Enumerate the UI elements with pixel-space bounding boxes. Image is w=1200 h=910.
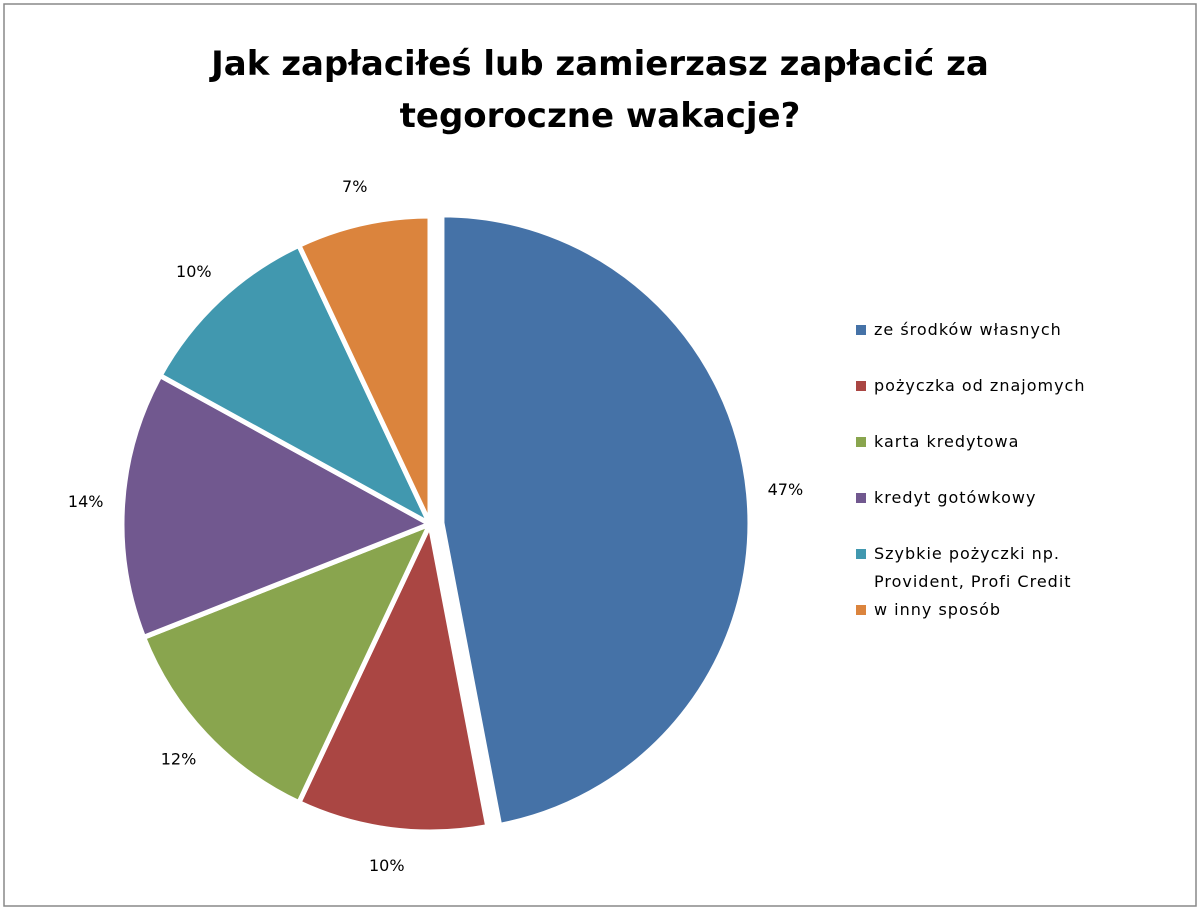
legend-label: kredyt gotówkowy <box>874 488 1037 507</box>
legend-label: ze środków własnych <box>874 320 1062 339</box>
pie-slice <box>157 242 433 527</box>
legend-swatch <box>856 549 866 559</box>
legend-item: ze środków własnych <box>856 316 1101 344</box>
legend-swatch <box>856 605 866 615</box>
legend-label: pożyczka od znajomych <box>874 376 1086 395</box>
legend-swatch <box>856 325 866 335</box>
data-label: 14% <box>68 492 104 511</box>
legend-item: karta kredytowa <box>856 428 1101 456</box>
legend-item: kredyt gotówkowy <box>856 484 1101 512</box>
data-label: 10% <box>369 856 405 875</box>
chart-title: Jak zapłaciłeś lub zamierzasz zapłacić z… <box>211 44 989 136</box>
data-label: 47% <box>768 480 804 499</box>
data-label: 10% <box>176 262 212 281</box>
legend-label: Szybkie pożyczki np. Provident, Profi Cr… <box>874 544 1072 591</box>
legend-item: Szybkie pożyczki np. Provident, Profi Cr… <box>856 540 1101 596</box>
data-label: 7% <box>342 177 367 196</box>
legend-label: karta kredytowa <box>874 432 1020 451</box>
pie-slice <box>141 521 433 806</box>
legend-item: w inny sposób <box>856 596 1101 624</box>
pie-slice <box>296 521 491 835</box>
legend-label: w inny sposób <box>874 600 1002 619</box>
legend-swatch <box>856 381 866 391</box>
legend-swatch <box>856 493 866 503</box>
legend-item: pożyczka od znajomych <box>856 372 1101 400</box>
pie-slice <box>296 213 433 527</box>
data-label: 12% <box>161 750 197 769</box>
pie: 47% 10% 12% 14% 10% 7% <box>68 177 803 875</box>
pie-slice <box>119 373 433 640</box>
legend-swatch <box>856 437 866 447</box>
pie-slice <box>439 212 753 828</box>
